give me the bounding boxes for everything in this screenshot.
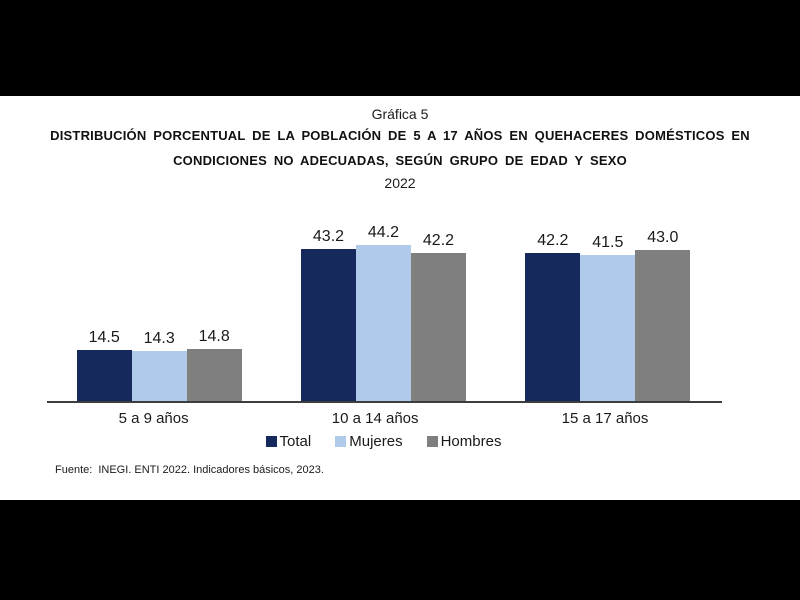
bar-item: 42.2 (410, 231, 466, 401)
bar-value-label: 44.2 (367, 224, 400, 242)
category-axis-labels: 5 a 9 años 10 a 14 años 15 a 17 años (47, 410, 720, 427)
bar-total (300, 248, 356, 401)
chart-year: 2022 (384, 175, 416, 191)
bar-group: 42.2 41.5 43.0 (525, 228, 691, 401)
legend-swatch-icon (426, 436, 438, 447)
category-label: 5 a 9 años (118, 410, 189, 427)
chart-title-line2: CONDICIONES NO ADECUADAS, SEGÚN GRUPO DE… (173, 153, 627, 168)
bar-value-label: 14.3 (143, 329, 175, 347)
bar-total (525, 252, 581, 401)
bar-item: 42.2 (525, 231, 581, 401)
legend-item: Total (265, 433, 312, 450)
bar-item: 41.5 (580, 233, 636, 401)
source-text: INEGI. ENTI 2022. Indicadores básicos, 2… (98, 464, 324, 476)
legend-item: Hombres (426, 433, 502, 450)
legend-swatch-icon (265, 436, 277, 447)
bar-value-label: 43.2 (312, 227, 345, 245)
bar-value-label: 42.2 (537, 231, 569, 249)
category-label: 10 a 14 años (331, 410, 419, 427)
legend: Total Mujeres Hombres (47, 433, 720, 450)
bar-hombres (635, 249, 691, 401)
category-label: 15 a 17 años (561, 410, 649, 427)
chart-number-label: Gráfica 5 (371, 106, 429, 122)
bar-mujeres (131, 350, 187, 401)
bar-hombres (410, 252, 466, 401)
bar-mujeres (355, 245, 411, 401)
chart-title-line1: DISTRIBUCIÓN PORCENTUAL DE LA POBLACIÓN … (50, 128, 750, 143)
bar-value-label: 41.5 (592, 233, 624, 251)
chart-page: Gráfica 5 DISTRIBUCIÓN PORCENTUAL DE LA … (0, 96, 800, 500)
bar-item: 43.2 (300, 227, 356, 401)
bar-item: 14.8 (186, 327, 242, 401)
legend-swatch-icon (335, 436, 347, 447)
bar-plot-area: 14.5 14.3 14.8 43.2 44.2 42.2 42.2 41.5 43.0 (47, 220, 720, 401)
bar-item: 44.2 (355, 224, 411, 401)
bar-mujeres (580, 254, 636, 401)
bar-item: 43.0 (635, 228, 691, 401)
bar-value-label: 14.8 (198, 327, 230, 345)
bar-item: 14.5 (76, 329, 132, 401)
legend-label: Total (279, 433, 312, 450)
source-prefix: Fuente: (55, 464, 93, 476)
legend-label: Mujeres (349, 433, 403, 450)
bar-total (76, 350, 132, 401)
source-note: Fuente: INEGI. ENTI 2022. Indicadores bás… (55, 464, 324, 476)
title-block: Gráfica 5 DISTRIBUCIÓN PORCENTUAL DE LA … (0, 106, 800, 191)
bar-item: 14.3 (131, 329, 187, 401)
bar-group: 14.5 14.3 14.8 (76, 327, 242, 401)
bar-value-label: 43.0 (647, 228, 679, 246)
bar-group: 43.2 44.2 42.2 (300, 224, 466, 401)
bar-value-label: 42.2 (422, 231, 455, 249)
bar-hombres (186, 348, 242, 401)
x-axis-line (47, 401, 722, 403)
legend-label: Hombres (440, 433, 502, 450)
bar-value-label: 14.5 (88, 329, 120, 346)
legend-item: Mujeres (335, 433, 403, 450)
